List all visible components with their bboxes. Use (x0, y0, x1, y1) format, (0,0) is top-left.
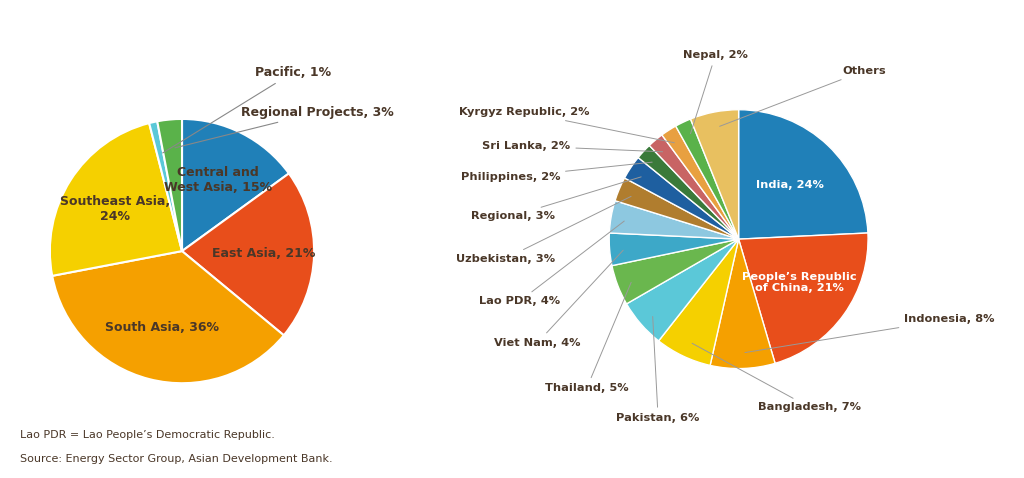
Text: Others: Others (720, 66, 886, 126)
Text: Regional Projects, 3%: Regional Projects, 3% (175, 106, 394, 148)
Text: Bangladesh, 7%: Bangladesh, 7% (692, 343, 861, 413)
Text: Pacific, 1%: Pacific, 1% (163, 66, 331, 153)
Wedge shape (609, 201, 738, 239)
Wedge shape (612, 239, 738, 304)
Text: East Asia, 21%: East Asia, 21% (212, 247, 315, 260)
Text: Sri Lanka, 2%: Sri Lanka, 2% (482, 141, 663, 152)
Wedge shape (658, 239, 738, 365)
Text: South Asia, 36%: South Asia, 36% (105, 321, 219, 335)
Text: Lao PDR = Lao People’s Democratic Republic.: Lao PDR = Lao People’s Democratic Republ… (20, 430, 275, 440)
Wedge shape (710, 239, 775, 369)
Wedge shape (738, 110, 868, 239)
Wedge shape (615, 178, 738, 239)
Text: Philippines, 2%: Philippines, 2% (461, 162, 652, 182)
Wedge shape (649, 135, 738, 239)
Wedge shape (625, 158, 738, 239)
Wedge shape (52, 251, 284, 383)
Text: Nepal, 2%: Nepal, 2% (683, 50, 748, 134)
Text: Lao PDR, 4%: Lao PDR, 4% (479, 221, 625, 306)
Wedge shape (609, 233, 738, 266)
Wedge shape (158, 119, 182, 251)
Text: Source: Energy Sector Group, Asian Development Bank.: Source: Energy Sector Group, Asian Devel… (20, 454, 333, 464)
Wedge shape (676, 119, 738, 239)
Wedge shape (662, 126, 738, 239)
Wedge shape (150, 121, 182, 251)
Text: Kyrgyz Republic, 2%: Kyrgyz Republic, 2% (460, 107, 675, 143)
Wedge shape (638, 145, 738, 239)
Wedge shape (738, 233, 868, 363)
Text: Southeast Asia,
24%: Southeast Asia, 24% (60, 195, 170, 223)
Text: Pakistan, 6%: Pakistan, 6% (616, 316, 699, 423)
Text: Central and
West Asia, 15%: Central and West Asia, 15% (164, 166, 272, 195)
Text: Indonesia, 8%: Indonesia, 8% (745, 315, 994, 353)
Wedge shape (627, 239, 738, 341)
Wedge shape (50, 123, 182, 276)
Text: Regional, 3%: Regional, 3% (471, 177, 641, 221)
Text: Viet Nam, 4%: Viet Nam, 4% (495, 250, 624, 348)
Text: Thailand, 5%: Thailand, 5% (545, 282, 631, 393)
Text: Uzbekistan, 3%: Uzbekistan, 3% (456, 196, 631, 263)
Text: India, 24%: India, 24% (757, 180, 824, 190)
Wedge shape (690, 110, 738, 239)
Wedge shape (182, 119, 289, 251)
Text: People’s Republic
of China, 21%: People’s Republic of China, 21% (742, 272, 857, 293)
Wedge shape (182, 174, 314, 335)
